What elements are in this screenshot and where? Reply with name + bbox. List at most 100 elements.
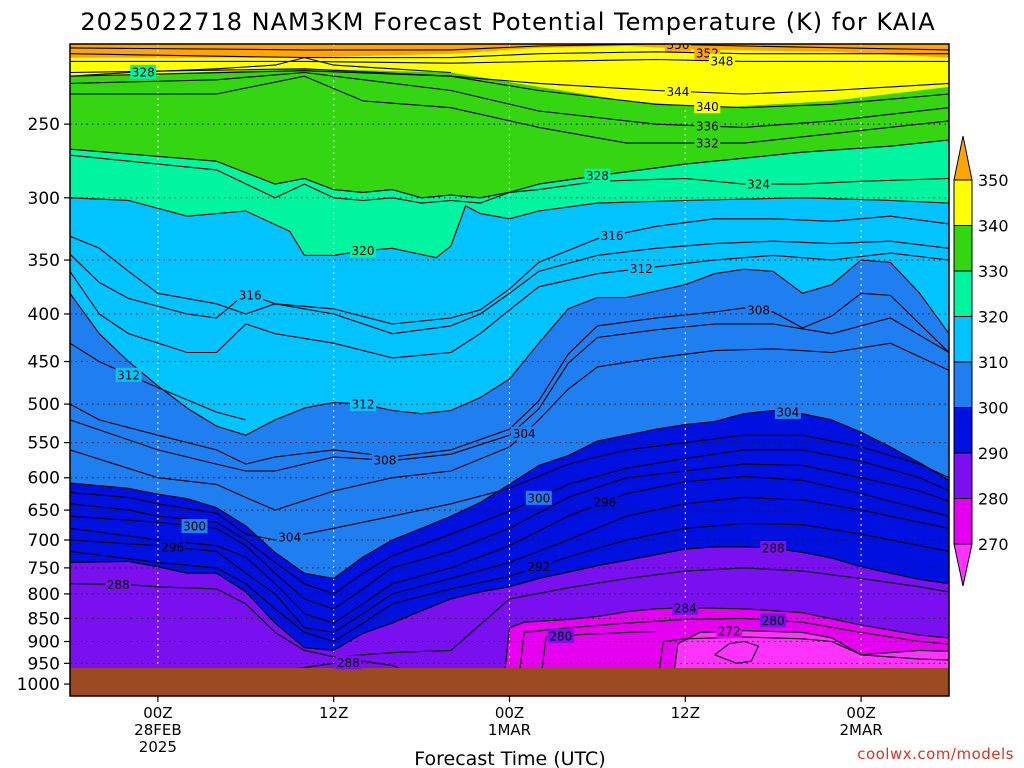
contour-label-bg-288-27 bbox=[105, 577, 132, 592]
contour-label-bg-340-4 bbox=[694, 99, 721, 114]
colorbar-label-280: 280 bbox=[978, 490, 1009, 509]
y-tick-label-300: 300 bbox=[28, 189, 60, 209]
colorbar-label-290: 290 bbox=[978, 444, 1009, 463]
contour-300-22 bbox=[70, 463, 949, 610]
colorbar-label-340: 340 bbox=[978, 217, 1009, 236]
contour-label-288-26: 288 bbox=[762, 542, 785, 556]
colorbar-label-320: 320 bbox=[978, 308, 1009, 327]
contour-label-bg-280-31 bbox=[547, 628, 574, 643]
x-tick-label-0-2: 2025 bbox=[139, 738, 177, 756]
contour-label-bg-312-15 bbox=[115, 367, 142, 382]
contour-label-344-3: 344 bbox=[667, 85, 690, 99]
y-tick-label-650: 650 bbox=[28, 501, 60, 521]
contour-label-bg-304-18 bbox=[511, 426, 538, 441]
contour-label-304-18: 304 bbox=[513, 427, 536, 441]
contour-label-bg-348-2 bbox=[708, 53, 735, 68]
contour-label-296-23: 296 bbox=[593, 496, 616, 510]
colorbar-bottom-arrow bbox=[953, 543, 973, 587]
y-tick-label-250: 250 bbox=[28, 115, 60, 135]
y-tick-label-750: 750 bbox=[28, 559, 60, 579]
contour-label-308-17: 308 bbox=[374, 454, 397, 468]
x-tick-label-0-0: 00Z bbox=[143, 704, 172, 722]
band-350 bbox=[70, 44, 949, 58]
contour-label-bg-296-24 bbox=[159, 540, 186, 555]
contour-label-312-14: 312 bbox=[352, 398, 375, 412]
contour-label-288-27: 288 bbox=[107, 578, 130, 592]
contour-340-4 bbox=[70, 70, 949, 109]
contour-label-336-5: 336 bbox=[696, 120, 719, 134]
contour-356-0 bbox=[70, 44, 949, 51]
contour-284-29 bbox=[501, 607, 949, 696]
terrain bbox=[70, 668, 949, 696]
contour-label-292-25: 292 bbox=[527, 560, 550, 574]
colorbar-bin-310 bbox=[953, 316, 973, 363]
contour-288-27 bbox=[70, 567, 949, 658]
contour-label-300-22: 300 bbox=[183, 520, 206, 534]
contour-label-356-0: 356 bbox=[667, 38, 690, 52]
contour-300-21 bbox=[70, 449, 949, 595]
contour-label-280-31: 280 bbox=[549, 629, 572, 643]
plot-area: 3563523483443403363323283283243203163163… bbox=[70, 38, 949, 696]
contour-label-304-20: 304 bbox=[278, 531, 301, 545]
chart-title: 2025022718 NAM3KM Forecast Potential Tem… bbox=[80, 8, 935, 36]
contour-label-328-7: 328 bbox=[586, 169, 609, 183]
contour-336-5 bbox=[70, 71, 949, 128]
contour-label-bg-288-26 bbox=[760, 541, 787, 556]
contour-label-bg-284-29 bbox=[672, 600, 699, 615]
x-axis-label: Forecast Time (UTC) bbox=[414, 748, 605, 768]
colorbar-bin-270 bbox=[953, 498, 973, 545]
contour-304-19 bbox=[70, 409, 949, 580]
x-tick-label-12-0: 12Z bbox=[319, 704, 348, 722]
contour-label-bg-324-9 bbox=[745, 177, 772, 192]
contour-label-bg-316-11 bbox=[599, 228, 626, 243]
contour-344-3 bbox=[70, 68, 949, 95]
y-tick-label-500: 500 bbox=[28, 395, 60, 415]
contour-296-23 bbox=[70, 475, 949, 624]
contour-320-10 bbox=[70, 197, 949, 259]
contour-328-7 bbox=[70, 139, 949, 199]
colorbar-label-350: 350 bbox=[978, 171, 1009, 190]
x-tick-label-24-0: 00Z bbox=[495, 704, 524, 722]
contour-label-324-9: 324 bbox=[747, 178, 770, 192]
contour-label-332-6: 332 bbox=[696, 137, 719, 151]
contour-label-bg-312-14 bbox=[350, 397, 376, 412]
contour-label-bg-304-20 bbox=[276, 530, 303, 545]
x-tick-label-48-0: 00Z bbox=[846, 704, 875, 722]
colorbar-label-270: 270 bbox=[978, 535, 1009, 554]
contour-label-bg-296-23 bbox=[591, 495, 618, 510]
contour-label-296-24: 296 bbox=[161, 541, 184, 555]
contour-316-12 bbox=[70, 240, 949, 335]
contour-label-284-29: 284 bbox=[674, 601, 697, 615]
contour-label-328-8: 328 bbox=[132, 65, 155, 79]
x-tick-label-48-1: 2MAR bbox=[840, 721, 883, 739]
y-tick-label-600: 600 bbox=[28, 469, 60, 489]
contour-label-bg-292-25 bbox=[525, 559, 552, 574]
contour-label-bg-288-28 bbox=[335, 655, 362, 670]
colorbar-bin-290 bbox=[953, 407, 973, 454]
y-tick-label-350: 350 bbox=[28, 251, 60, 271]
contour-312-15 bbox=[70, 342, 246, 421]
contour-label-340-4: 340 bbox=[696, 100, 719, 114]
contour-label-bg-304-19 bbox=[774, 405, 801, 420]
contour-288-26 bbox=[70, 546, 949, 651]
contour-label-bg-328-8 bbox=[130, 64, 157, 79]
colorbar-bin-330 bbox=[953, 225, 973, 272]
contour-292-25 bbox=[70, 522, 949, 643]
y-tick-label-400: 400 bbox=[28, 305, 60, 325]
contour-label-bg-308-16 bbox=[745, 302, 772, 317]
contour-label-316-12: 316 bbox=[239, 288, 262, 302]
contour-label-bg-308-17 bbox=[371, 453, 398, 468]
colorbar-label-330: 330 bbox=[978, 262, 1009, 281]
contour-316-11 bbox=[70, 215, 949, 325]
contour-272-33 bbox=[670, 630, 949, 696]
contour-label-bg-336-5 bbox=[694, 119, 721, 134]
y-tick-label-1000: 1000 bbox=[17, 675, 60, 695]
y-tick-label-900: 900 bbox=[28, 633, 60, 653]
y-tick-label-800: 800 bbox=[28, 585, 60, 605]
contour-label-bg-356-0 bbox=[664, 44, 691, 52]
contour-348-2 bbox=[70, 58, 949, 64]
colorbar-bin-300 bbox=[953, 361, 973, 408]
contour-label-272-33: 272 bbox=[718, 625, 741, 639]
